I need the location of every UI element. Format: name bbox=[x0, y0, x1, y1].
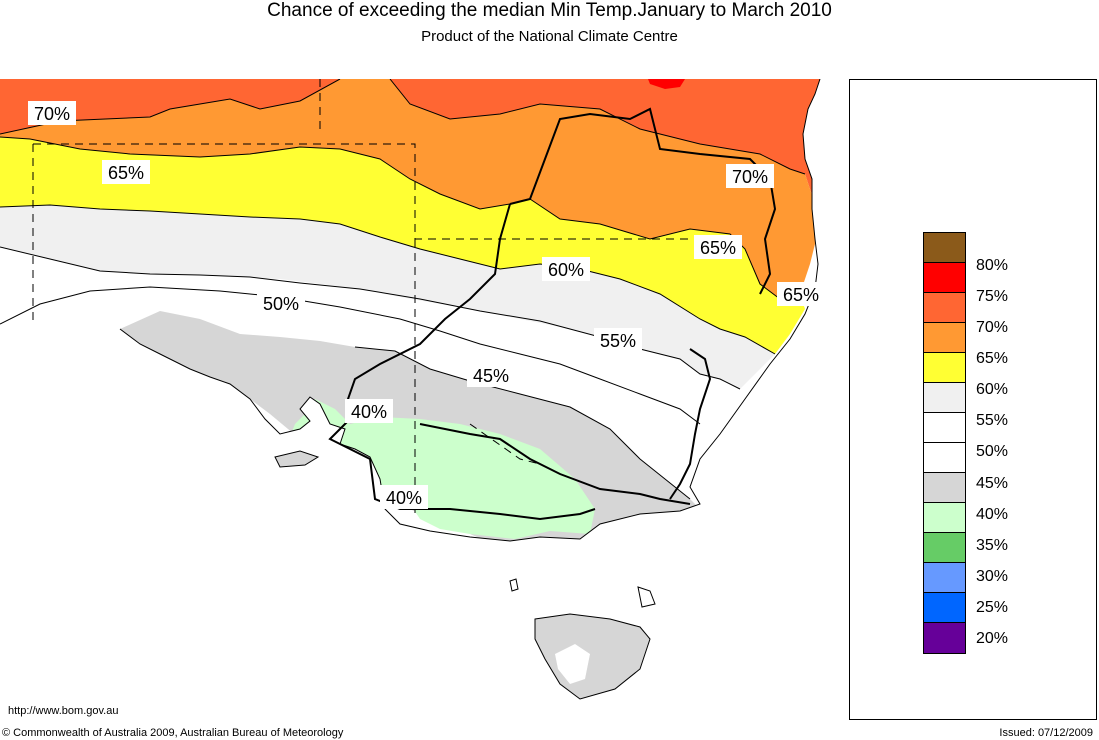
legend-label-80: 80% bbox=[976, 257, 1009, 274]
contour-label-70-west: 70% bbox=[28, 101, 76, 125]
zone-75-patch bbox=[648, 79, 685, 89]
legend-swatch-65 bbox=[923, 322, 966, 352]
contour-label-60: 60% bbox=[542, 257, 590, 281]
contour-label-65-west: 65% bbox=[102, 160, 150, 184]
map-subtitle: Product of the National Climate Centre bbox=[421, 28, 678, 45]
contour-label-65-coast: 65% bbox=[777, 282, 825, 306]
contour-label-40-north: 40% bbox=[345, 399, 393, 423]
zone-60 bbox=[0, 137, 805, 354]
legend-swatch-80 bbox=[923, 232, 966, 262]
legend-label-65: 65% bbox=[976, 350, 1009, 367]
svg-text:50%: 50% bbox=[263, 294, 299, 314]
legend-label-50: 50% bbox=[976, 443, 1009, 460]
svg-text:70%: 70% bbox=[732, 167, 768, 187]
issued-date: Issued: 07/12/2009 bbox=[999, 727, 1093, 739]
zone-65 bbox=[0, 79, 820, 299]
legend-label-55: 55% bbox=[976, 412, 1009, 429]
source-url[interactable]: http://www.bom.gov.au bbox=[8, 705, 119, 717]
contour-label-65-centre: 65% bbox=[694, 235, 742, 259]
legend-color-bar bbox=[923, 232, 966, 654]
svg-text:65%: 65% bbox=[783, 285, 819, 305]
legend-swatch-60 bbox=[923, 352, 966, 382]
legend-label-45: 45% bbox=[976, 475, 1009, 492]
legend-label-75: 75% bbox=[976, 288, 1009, 305]
kangaroo-island bbox=[275, 451, 318, 467]
contour-55 bbox=[0, 246, 741, 390]
zone-40 bbox=[290, 399, 595, 539]
zone-70 bbox=[0, 79, 850, 204]
legend-label-70: 70% bbox=[976, 319, 1009, 336]
boundary-vic-inner bbox=[469, 423, 541, 465]
tasmania-coast bbox=[534, 613, 651, 700]
contour-label-70-east: 70% bbox=[726, 164, 774, 188]
legend-label-35: 35% bbox=[976, 537, 1009, 554]
svg-text:60%: 60% bbox=[548, 260, 584, 280]
svg-text:70%: 70% bbox=[34, 104, 70, 124]
svg-text:65%: 65% bbox=[108, 163, 144, 183]
contour-label-50: 50% bbox=[257, 291, 305, 315]
island-small-2 bbox=[637, 586, 656, 608]
legend-swatch-70 bbox=[923, 292, 966, 322]
legend-label-60: 60% bbox=[976, 381, 1009, 398]
svg-text:40%: 40% bbox=[386, 488, 422, 508]
legend-swatch-20 bbox=[923, 592, 966, 622]
coastline bbox=[119, 79, 821, 542]
legend-swatch-40 bbox=[923, 472, 966, 502]
legend-swatch-25 bbox=[923, 562, 966, 592]
svg-text:55%: 55% bbox=[600, 331, 636, 351]
tasmania-inner-white bbox=[555, 644, 590, 684]
ocean-mask bbox=[0, 79, 850, 720]
legend-label-30: 30% bbox=[976, 568, 1009, 585]
border-qld-nsw bbox=[509, 107, 777, 295]
copyright-notice: © Commonwealth of Australia 2009, Austra… bbox=[2, 727, 344, 739]
contour-label-55: 55% bbox=[594, 328, 642, 352]
legend-swatch-75 bbox=[923, 262, 966, 292]
probability-map: 70% 65% 70% 65% 65% 60% 50% 55% 45% 40% … bbox=[0, 79, 850, 720]
legend-swatch-45 bbox=[923, 442, 966, 472]
legend-swatch-bottom bbox=[923, 622, 966, 654]
legend-divider bbox=[849, 79, 850, 720]
contour-50 bbox=[0, 286, 701, 425]
border-vic-nsw-river bbox=[419, 423, 691, 505]
tasmania-mask-restore bbox=[535, 614, 650, 699]
svg-text:65%: 65% bbox=[700, 238, 736, 258]
legend-swatch-30 bbox=[923, 532, 966, 562]
kangaroo-island-coast bbox=[274, 450, 320, 468]
contour-60 bbox=[0, 204, 776, 355]
legend-label-20: 20% bbox=[976, 630, 1009, 647]
map-title: Chance of exceeding the median Min Temp.… bbox=[267, 0, 832, 21]
legend-label-40: 40% bbox=[976, 506, 1009, 523]
contour-45 bbox=[354, 346, 691, 500]
legend-swatch-50 bbox=[923, 412, 966, 442]
zone-55 bbox=[0, 205, 775, 389]
boundary-sa-nt bbox=[33, 143, 700, 240]
legend-swatch-35 bbox=[923, 502, 966, 532]
border-east-coast bbox=[669, 348, 712, 500]
contour-label-45: 45% bbox=[467, 363, 515, 387]
legend-label-25: 25% bbox=[976, 599, 1009, 616]
contour-label-40-south: 40% bbox=[380, 485, 428, 509]
svg-text:45%: 45% bbox=[473, 366, 509, 386]
legend-swatch-55 bbox=[923, 382, 966, 412]
island-small-1 bbox=[509, 578, 519, 592]
svg-text:40%: 40% bbox=[351, 402, 387, 422]
contour-70 bbox=[0, 79, 806, 175]
